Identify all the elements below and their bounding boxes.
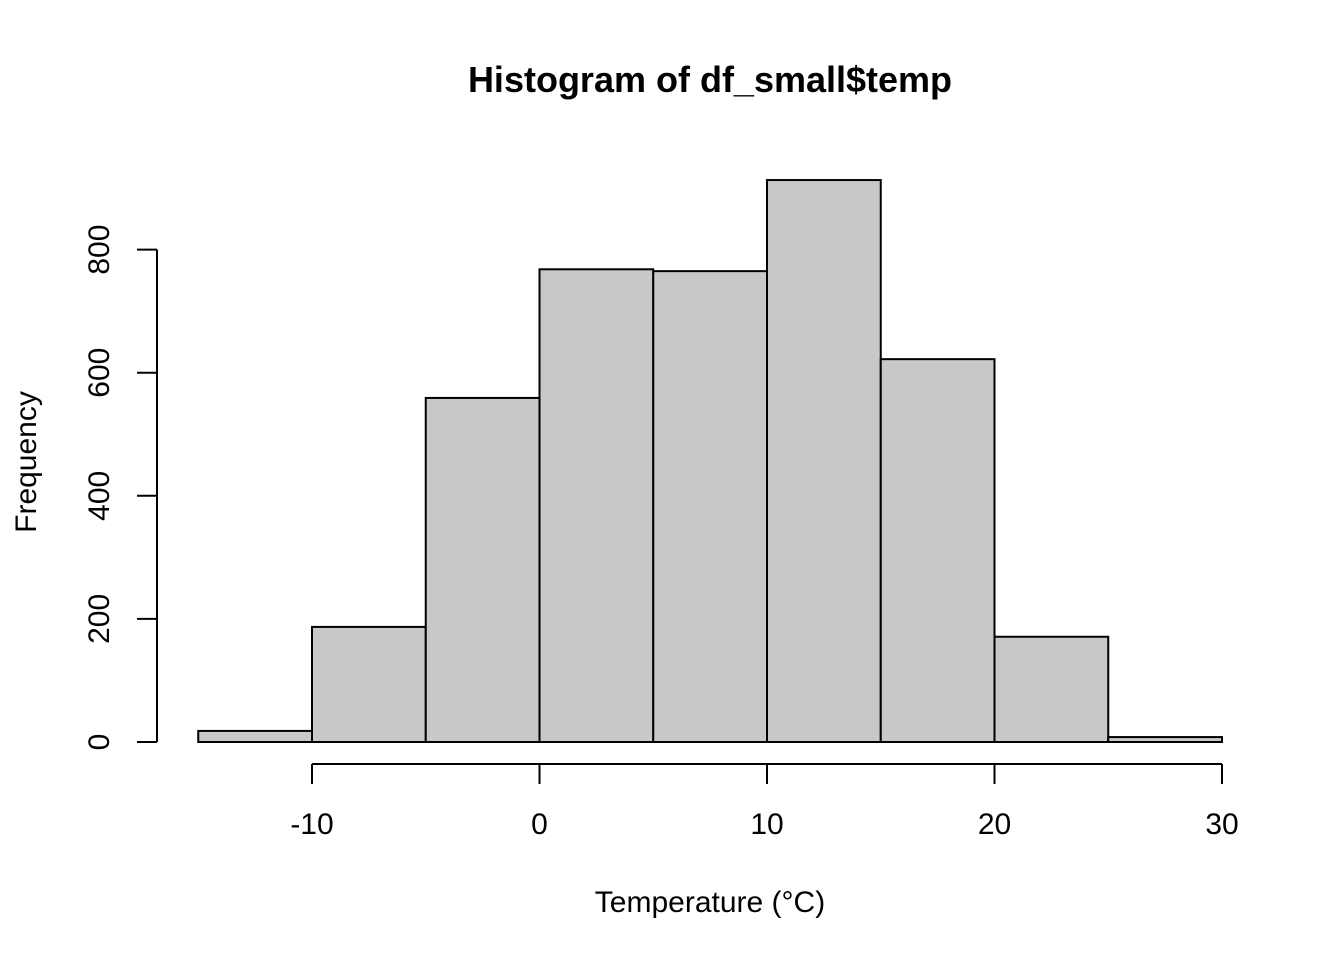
histogram-bar-8 (1107, 736, 1223, 743)
histogram-bar-0 (197, 729, 313, 744)
bars-layer (197, 179, 1223, 744)
y-tick-label-0: 0 (83, 734, 116, 751)
y-axis-label: Frequency (10, 391, 43, 533)
y-tick-label-3: 600 (83, 348, 116, 398)
histogram-bar-7 (993, 635, 1110, 744)
x-axis-label: Temperature (°C) (595, 886, 825, 919)
x-tick-label-3: 20 (978, 808, 1011, 841)
x-tick-label-2: 10 (750, 808, 783, 841)
histogram-bar-2 (424, 396, 541, 743)
histogram-bar-4 (652, 270, 768, 743)
x-tick-label-0: -10 (290, 808, 333, 841)
x-tick-label-1: 0 (531, 808, 548, 841)
histogram-bar-1 (311, 625, 427, 743)
y-axis: 0 200 400 600 800 (83, 225, 158, 751)
y-tick-label-4: 800 (83, 225, 116, 275)
histogram-bar-3 (538, 268, 655, 743)
histogram-bar-6 (879, 358, 996, 743)
x-tick-label-4: 30 (1205, 808, 1238, 841)
histogram-bar-5 (766, 179, 882, 743)
y-tick-label-1: 200 (83, 594, 116, 644)
y-tick-label-2: 400 (83, 471, 116, 521)
chart-title: Histogram of df_small$temp (468, 59, 952, 100)
x-axis: -10 0 10 20 30 (290, 763, 1239, 841)
